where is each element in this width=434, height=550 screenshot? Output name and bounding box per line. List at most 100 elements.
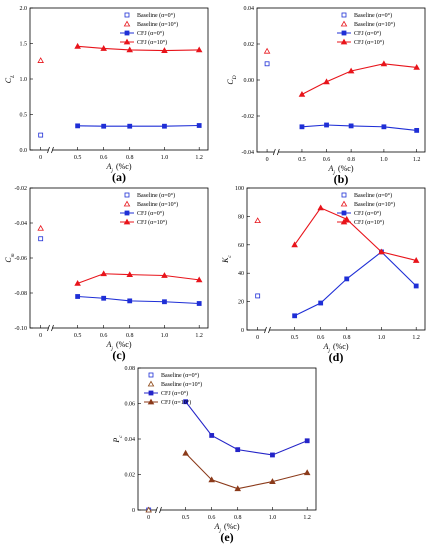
y-tick-label: 2.0 xyxy=(20,6,28,12)
x-tick-label: 0.5 xyxy=(291,335,299,341)
data-point xyxy=(413,63,420,70)
data-point xyxy=(323,78,330,85)
data-point xyxy=(127,298,133,304)
x-axis-label: Aj (%c) xyxy=(328,164,354,176)
legend-label: CFJ (α=0°) xyxy=(354,210,381,217)
x-tick-label: 1.0 xyxy=(161,333,169,339)
data-point xyxy=(162,299,167,305)
y-tick-label: 0.5 xyxy=(20,113,28,119)
legend-label: Baseline (α=0°) xyxy=(137,12,175,19)
data-point xyxy=(182,449,189,456)
data-point xyxy=(291,241,298,248)
legend-label: Baseline (α=10°) xyxy=(137,21,178,28)
axis-break-mark xyxy=(155,506,158,514)
series-line xyxy=(185,401,308,456)
legend-marker xyxy=(124,192,130,198)
x-tick-label: 0.6 xyxy=(323,157,331,163)
data-point xyxy=(196,123,202,128)
chart-panel-d: 0 20 40 60 80 100 0 0.5 0.6 0.8 1.0 1.2 Aj (%c) Kc Bas… xyxy=(221,186,426,364)
data-point xyxy=(344,276,350,282)
legend-label: Baseline (α=0°) xyxy=(354,192,392,199)
axis-break-mark xyxy=(272,148,276,156)
x-tick-label: 1.2 xyxy=(412,335,420,341)
series-line xyxy=(301,63,417,95)
axis-break-gap xyxy=(48,147,53,153)
legend-marker xyxy=(340,38,348,45)
y-tick-label: 1.0 xyxy=(20,77,28,83)
data-point xyxy=(161,272,168,278)
y-tick-label: -0.04 xyxy=(15,221,28,227)
y-axis-label: Kc xyxy=(221,255,233,264)
x-tick-label: 1.0 xyxy=(380,157,388,163)
data-point xyxy=(183,399,189,405)
data-point xyxy=(75,123,81,129)
data-point xyxy=(343,215,351,222)
x-tick-label: 0 xyxy=(266,157,269,163)
data-point xyxy=(162,123,167,129)
data-point xyxy=(348,123,354,129)
axis-break-gap xyxy=(156,507,161,513)
x-tick-label: 0.5 xyxy=(74,333,82,339)
series-line xyxy=(301,124,417,131)
legend-label: Baseline (α=0°) xyxy=(161,372,199,379)
data-point xyxy=(413,283,419,289)
data-point xyxy=(318,300,324,306)
legend-label: CFJ (α=10°) xyxy=(354,39,384,46)
data-point xyxy=(347,67,355,74)
legend-marker xyxy=(124,12,130,18)
x-tick-label: 0 xyxy=(256,335,259,341)
series-line xyxy=(77,45,200,52)
axis-break-mark xyxy=(268,326,271,334)
data-point xyxy=(270,452,275,458)
baseline-point xyxy=(263,47,271,54)
baseline-point xyxy=(37,224,44,231)
data-point xyxy=(127,123,133,129)
y-tick-label: 0.08 xyxy=(125,366,136,372)
legend-marker xyxy=(340,20,348,27)
legend-label: Baseline (α=0°) xyxy=(137,192,175,199)
axis-break-gap xyxy=(265,327,270,333)
data-point xyxy=(324,122,329,128)
panel-label: (a) xyxy=(112,170,126,184)
panel-label: (c) xyxy=(112,348,125,362)
legend-label: CFJ (α=0°) xyxy=(354,30,381,37)
legend-marker xyxy=(148,372,154,378)
legend-marker xyxy=(147,380,155,387)
legend-marker xyxy=(341,12,347,18)
series-line xyxy=(185,452,308,490)
y-tick-label: 0.06 xyxy=(125,402,136,408)
legend-marker xyxy=(123,200,131,207)
data-point xyxy=(161,47,168,53)
legend-label: Baseline (α=10°) xyxy=(354,201,395,208)
legend-label: CFJ (α=10°) xyxy=(137,219,167,226)
baseline-point xyxy=(255,293,261,299)
baseline-point xyxy=(38,236,44,242)
y-axis-label: CD xyxy=(226,75,238,84)
x-tick-label: 0.6 xyxy=(317,335,325,341)
panel-label: (e) xyxy=(220,530,233,544)
y-tick-label: 0 xyxy=(132,508,135,514)
legend-label: CFJ (α=0°) xyxy=(161,390,188,397)
legend-marker xyxy=(148,390,154,396)
data-point xyxy=(381,124,387,130)
x-tick-label: 0.5 xyxy=(182,515,190,521)
x-tick-label: 0.5 xyxy=(298,157,306,163)
baseline-point xyxy=(145,506,152,513)
y-tick-label: -0.02 xyxy=(242,114,255,120)
x-tick-label: 0 xyxy=(39,155,42,161)
legend-marker xyxy=(124,210,130,216)
y-tick-label: -0.08 xyxy=(15,291,28,297)
legend-label: Baseline (α=0°) xyxy=(354,12,392,19)
plot-frame xyxy=(29,187,209,329)
plot-frame xyxy=(137,367,317,511)
legend-marker xyxy=(340,218,348,225)
panel-label: (b) xyxy=(334,172,349,186)
plot-frame xyxy=(256,7,426,153)
x-tick-label: 0.6 xyxy=(100,333,108,339)
data-point xyxy=(235,447,241,453)
data-point xyxy=(317,204,324,211)
y-tick-label: 0.04 xyxy=(125,437,136,443)
baseline-point xyxy=(264,61,270,67)
data-point xyxy=(234,485,242,492)
y-axis-label: Pc xyxy=(112,435,124,444)
